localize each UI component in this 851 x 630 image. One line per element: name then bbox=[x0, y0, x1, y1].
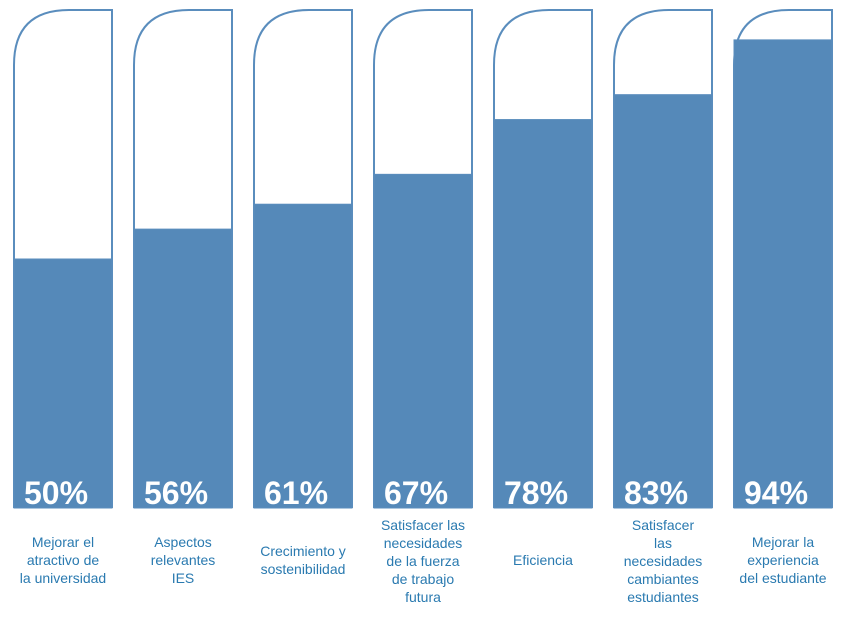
bar-3 bbox=[373, 173, 473, 509]
bar-0 bbox=[13, 258, 113, 509]
bar-value-label-4: 78% bbox=[504, 475, 568, 511]
bar-1 bbox=[133, 228, 233, 509]
bar-value-label-1: 56% bbox=[144, 475, 208, 511]
bar-6 bbox=[733, 39, 833, 509]
category-label-5: Satisfacer las necesidades cambiantes estudi… bbox=[623, 517, 703, 605]
bar-value-label-2: 61% bbox=[264, 475, 328, 511]
bar-2 bbox=[253, 203, 353, 509]
bar-4 bbox=[493, 119, 593, 509]
category-label-0: Mejorar el atractivo de la universidad bbox=[19, 534, 107, 586]
category-label-4: Eficiencia bbox=[513, 552, 573, 568]
category-label-2: Crecimiento y sostenibilidad bbox=[260, 543, 346, 577]
bar-value-label-6: 94% bbox=[744, 475, 808, 511]
category-label-1: Aspectos relevantes IES bbox=[150, 534, 216, 586]
category-label-3: Satisfacer las necesidades de la fuerza de … bbox=[380, 517, 466, 605]
bar-value-label-5: 83% bbox=[624, 475, 688, 511]
category-label-6: Mejorar la experiencia del estudiante bbox=[739, 534, 827, 586]
bar-5 bbox=[613, 94, 713, 509]
bar-value-label-3: 67% bbox=[384, 475, 448, 511]
bar-value-label-0: 50% bbox=[24, 475, 88, 511]
